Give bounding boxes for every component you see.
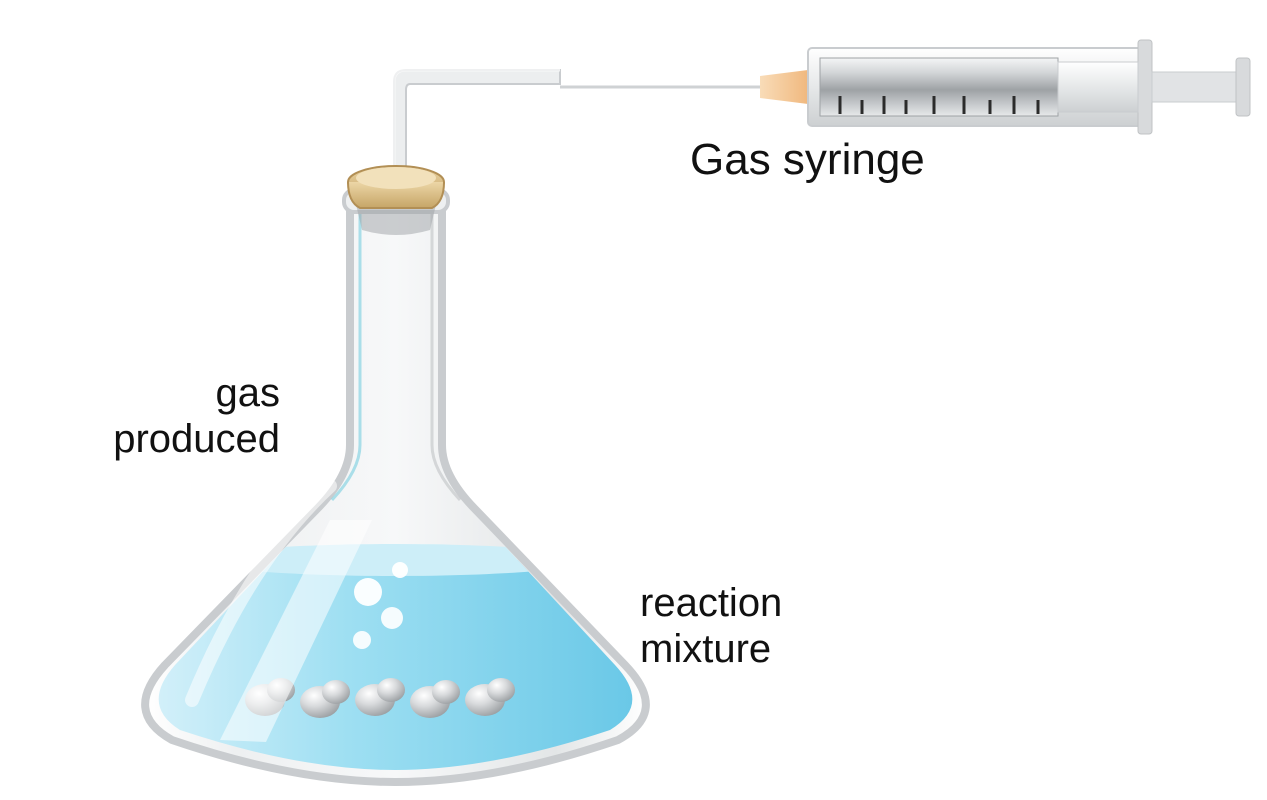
label-reaction-mixture: reaction mixture — [640, 580, 782, 672]
diagram-stage: Gas syringe gas produced reaction mixtur… — [0, 0, 1267, 800]
label-gas-produced: gas produced — [0, 370, 280, 462]
label-gas-syringe: Gas syringe — [690, 135, 925, 186]
flask-stopper — [348, 166, 444, 235]
